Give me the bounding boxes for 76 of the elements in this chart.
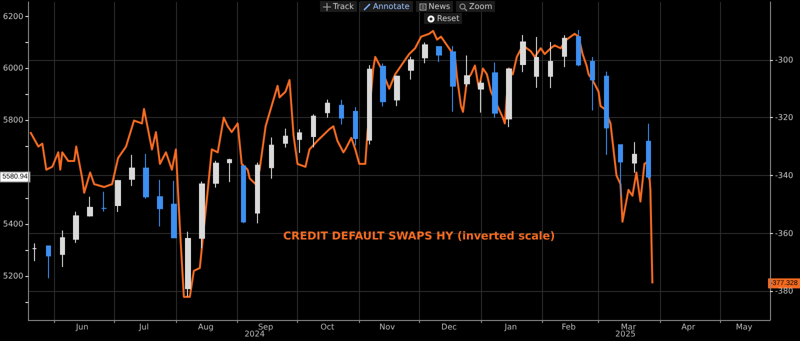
candlestick [325,99,330,118]
candlestick [87,196,93,218]
candlestick [353,106,358,146]
candlestick [394,74,400,107]
candlestick [185,231,191,298]
x-tick-label: Oct [320,322,334,332]
candlestick [32,242,37,262]
text: 2024 [244,330,265,338]
candlestick [632,142,637,174]
y2-tick-label: -360 [775,228,794,238]
y-tick-label: 5800 [3,116,24,125]
candlestick [213,160,219,188]
candlestick [478,80,484,114]
candlestick [227,158,232,183]
candlestick [380,63,386,107]
x-tick-label: Mar [620,322,637,332]
candlestick [60,230,65,268]
candlestick [436,46,442,62]
annotation: News [428,2,450,11]
candlestick [171,180,177,238]
x-tick-label: May [736,322,753,332]
candlestick [408,56,414,80]
candlestick [422,42,428,64]
candlestick [199,181,205,249]
text: 2025 [615,330,636,338]
x-tick-label: Nov [379,322,396,332]
candlestick [115,179,121,213]
line-series [29,30,654,298]
candlestick [255,162,260,224]
y2-tick-label: -380 [775,286,794,296]
annotation: Zoom [469,2,492,11]
candlestick [464,54,470,88]
x-tick-label: Jun [74,322,88,332]
annotation: Track [333,2,354,11]
x-tick-label: Apr [681,322,696,332]
candlestick [562,34,567,68]
y-tick-label: 5200 [3,271,24,280]
candlestick [367,64,372,146]
candlestick [283,128,288,148]
x-tick-label: Sep [258,322,274,332]
candlestick [339,99,344,126]
y-tick-label: 6200 [3,12,24,21]
candlestick [269,137,274,180]
annotation: Reset [437,14,460,23]
candlestick [241,166,246,224]
annotation: CREDIT DEFAULT SWAPS HY (inverted scale) [283,230,556,243]
candlestick [506,68,512,128]
y2-tick-label: -320 [775,113,794,122]
candlestick [129,154,135,187]
candlestick [101,191,107,212]
candlestick [46,246,51,279]
candlestick [590,56,595,112]
candlestick [143,153,149,200]
candlestick [646,123,651,180]
candlestick [311,114,316,148]
y-tick-label: 5400 [3,219,24,228]
x-tick-label: Dec [441,322,457,332]
candlestick [576,30,581,67]
x-tick-label: Jul [138,322,149,332]
candlestick [157,179,163,228]
candlestick [548,41,553,89]
y2-tick-label: -340 [775,170,794,180]
candlestick [618,144,623,198]
candlestick [534,36,539,88]
x-tick-label: Aug [198,322,214,332]
candlestick [492,62,498,118]
y2-tick-label: -300 [775,55,794,64]
candlestick [520,34,526,73]
annotation: Annotate [372,2,410,11]
candlestick [297,128,302,154]
candlestick [73,211,79,244]
y-tick-label: 6000 [3,64,24,73]
candlestick [450,46,456,112]
x-tick-label: Jan [504,322,517,332]
candlestick [604,71,609,156]
x-tick-label: Feb [562,322,576,332]
